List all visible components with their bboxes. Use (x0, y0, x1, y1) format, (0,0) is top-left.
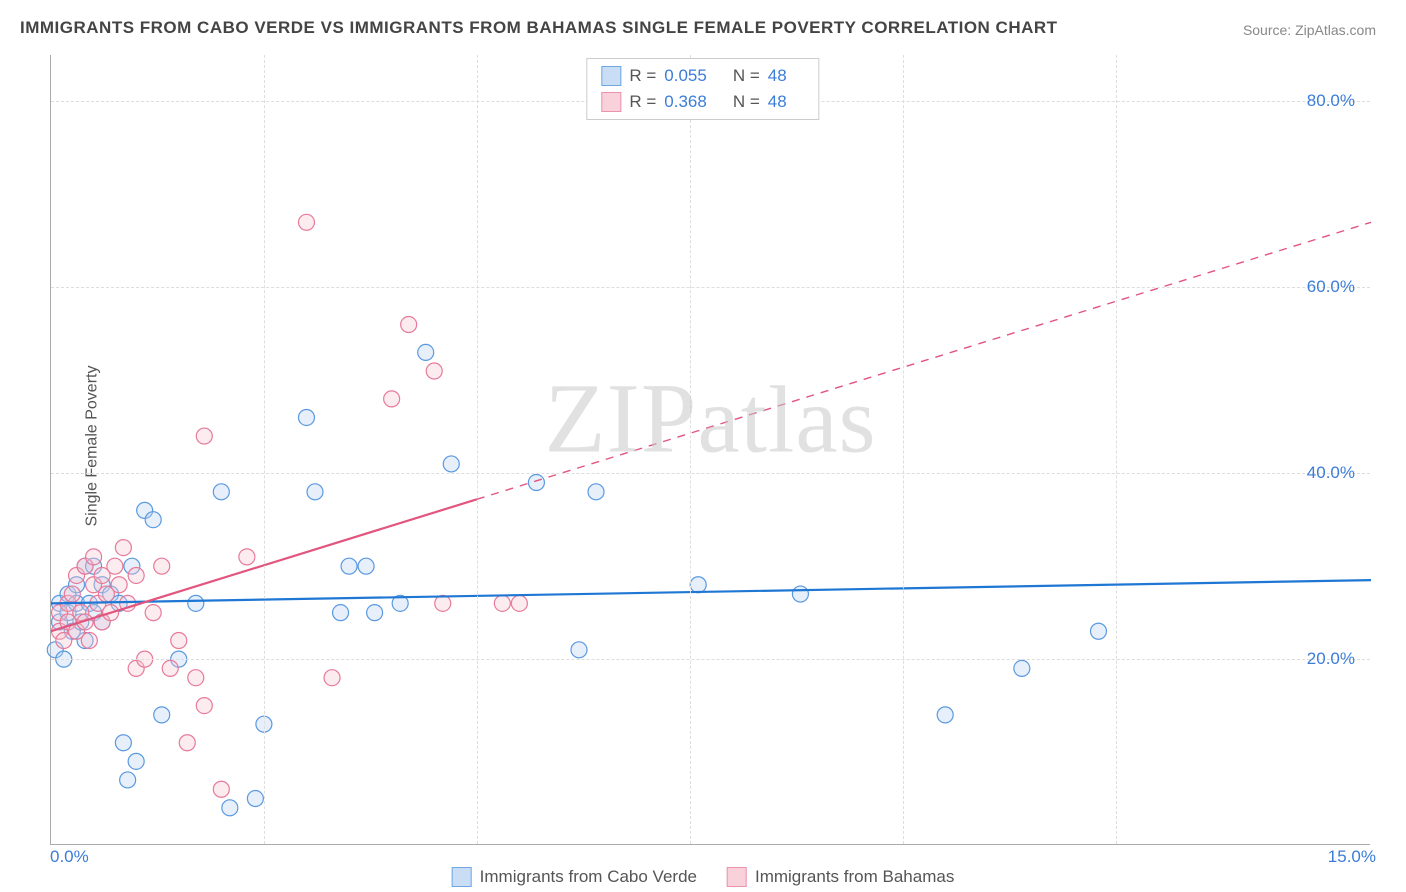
plot-area: ZIPatlas 20.0%40.0%60.0%80.0% (50, 55, 1370, 845)
x-tick-right: 15.0% (1328, 847, 1376, 867)
legend-series-label-0: Immigrants from Cabo Verde (480, 867, 697, 887)
legend-r-value-1: 0.368 (664, 89, 707, 115)
legend-series-swatch-1 (727, 867, 747, 887)
y-tick-label: 40.0% (1307, 463, 1355, 483)
chart-title: IMMIGRANTS FROM CABO VERDE VS IMMIGRANTS… (20, 18, 1058, 38)
x-tick-left: 0.0% (50, 847, 89, 867)
legend-series-swatch-0 (452, 867, 472, 887)
legend-r-value-0: 0.055 (664, 63, 707, 89)
legend-r-label: R = (629, 89, 656, 115)
legend-row-0: R = 0.055 N = 48 (601, 63, 804, 89)
legend-n-label: N = (733, 89, 760, 115)
legend-n-label: N = (733, 63, 760, 89)
y-tick-label: 80.0% (1307, 91, 1355, 111)
legend-swatch-0 (601, 66, 621, 86)
legend-correlation: R = 0.055 N = 48 R = 0.368 N = 48 (586, 58, 819, 120)
y-tick-label: 20.0% (1307, 649, 1355, 669)
chart-source: Source: ZipAtlas.com (1243, 22, 1376, 38)
legend-n-value-1: 48 (768, 89, 787, 115)
legend-series-label-1: Immigrants from Bahamas (755, 867, 954, 887)
legend-r-label: R = (629, 63, 656, 89)
legend-series-item-1: Immigrants from Bahamas (727, 867, 954, 887)
y-tick-label: 60.0% (1307, 277, 1355, 297)
legend-series: Immigrants from Cabo Verde Immigrants fr… (452, 867, 955, 887)
legend-swatch-1 (601, 92, 621, 112)
legend-n-value-0: 48 (768, 63, 787, 89)
legend-row-1: R = 0.368 N = 48 (601, 89, 804, 115)
legend-series-item-0: Immigrants from Cabo Verde (452, 867, 697, 887)
chart-svg (51, 55, 1370, 844)
